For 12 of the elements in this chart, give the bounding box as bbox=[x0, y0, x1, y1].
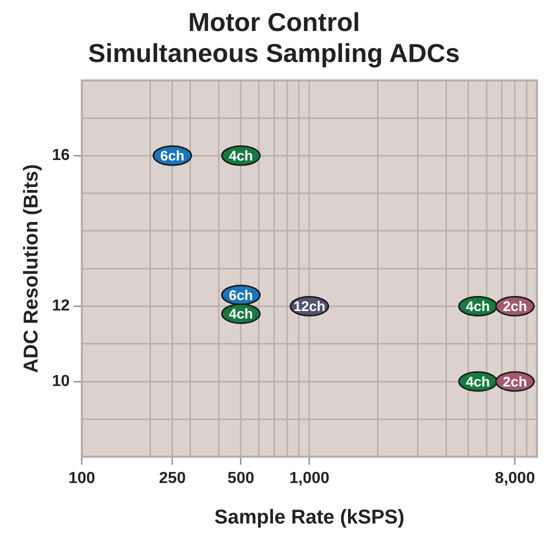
y-tick-label: 16 bbox=[52, 147, 70, 164]
y-tick-label: 12 bbox=[52, 298, 70, 315]
x-tick-label: 8,000 bbox=[494, 470, 536, 487]
y-tick-label: 10 bbox=[52, 372, 70, 390]
chart-subtitle: Simultaneous Sampling ADCs bbox=[88, 38, 460, 68]
y-axis-title: ADC Resolution (Bits) bbox=[20, 164, 43, 374]
x-tick-label: 100 bbox=[68, 470, 96, 487]
chart-title: Motor Control bbox=[188, 6, 360, 37]
x-tick-label: 500 bbox=[228, 470, 254, 487]
x-tick-label: 1,000 bbox=[289, 470, 330, 487]
x-tick-label: 250 bbox=[159, 470, 186, 487]
x-axis-title: Sample Rate (kSPS) bbox=[214, 506, 404, 529]
